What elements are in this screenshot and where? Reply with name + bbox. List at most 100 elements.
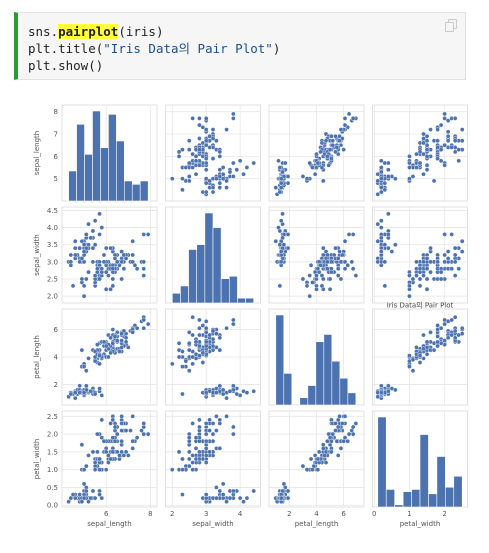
scatter-point xyxy=(329,259,334,265)
scatter-point xyxy=(234,391,240,397)
y-axis-label: sepal_length xyxy=(33,131,41,175)
scatter-point xyxy=(134,435,140,440)
scatter-point xyxy=(445,129,451,135)
scatter-point xyxy=(203,156,209,161)
scatter-point xyxy=(217,446,223,451)
scatter-point xyxy=(323,460,329,465)
y-tick-label: 4.0 xyxy=(47,224,58,232)
scatter-point xyxy=(449,332,454,338)
scatter-point xyxy=(244,165,250,170)
scatter-point xyxy=(108,350,113,356)
scatter-point xyxy=(103,286,109,292)
scatter-point xyxy=(203,460,209,465)
scatter-point xyxy=(190,165,195,170)
x-tick-label: 4 xyxy=(238,510,243,518)
scatter-point xyxy=(112,424,118,430)
scatter-point xyxy=(119,338,124,343)
scatter-point xyxy=(459,325,465,331)
scatter-point xyxy=(417,360,423,365)
scatter-point xyxy=(445,118,451,123)
scatter-point xyxy=(421,259,426,265)
subplot-sepal_length-vs-petal_length xyxy=(268,104,365,202)
scatter-point xyxy=(285,245,291,251)
scatter-point xyxy=(92,467,98,472)
scatter-point xyxy=(108,421,113,426)
scatter-point xyxy=(329,449,334,455)
scatter-point xyxy=(106,453,111,458)
scatter-point xyxy=(99,435,105,440)
scatter-point xyxy=(99,225,105,230)
scatter-point xyxy=(325,266,330,272)
scatter-point xyxy=(435,259,440,265)
scatter-point xyxy=(203,446,209,451)
copy-icon[interactable] xyxy=(445,19,457,32)
scatter-point xyxy=(452,273,458,278)
scatter-point xyxy=(386,211,391,217)
x-axis-label: sepal_width xyxy=(192,520,233,528)
scatter-point xyxy=(231,160,236,166)
scatter-point xyxy=(180,364,185,369)
scatter-point xyxy=(117,349,122,354)
scatter-point xyxy=(338,127,344,132)
scatter-point xyxy=(349,259,355,265)
scatter-point xyxy=(77,492,82,497)
scatter-point xyxy=(329,156,334,161)
scatter-point xyxy=(327,286,333,292)
scatter-point xyxy=(103,269,109,275)
scatter-point xyxy=(378,225,384,230)
scatter-point xyxy=(176,340,182,346)
code-cell[interactable]: sns.pairplot(iris) plt.title("Iris Data의… xyxy=(14,12,466,80)
x-axis-label: sepal_length xyxy=(87,520,131,528)
scatter-point xyxy=(130,446,135,451)
scatter-point xyxy=(325,154,330,159)
scatter-point xyxy=(197,116,202,121)
scatter-point xyxy=(180,492,185,497)
scatter-point xyxy=(190,151,195,157)
y-tick-label: 1.5 xyxy=(47,448,58,456)
histogram-bar xyxy=(108,114,117,202)
y-tick-label: 7 xyxy=(54,131,58,139)
scatter-point xyxy=(456,147,462,152)
scatter-point xyxy=(241,171,246,177)
scatter-point xyxy=(66,499,71,504)
scatter-point xyxy=(428,245,433,251)
scatter-point xyxy=(217,383,223,389)
scatter-point xyxy=(190,354,195,360)
scatter-point xyxy=(310,467,315,472)
histogram-bar xyxy=(171,292,181,304)
scatter-point xyxy=(217,335,223,341)
scatter-point xyxy=(304,176,310,181)
scatter-point xyxy=(378,158,384,164)
scatter-point xyxy=(121,266,127,272)
histogram-bar xyxy=(339,377,349,406)
scatter-point xyxy=(220,165,226,170)
scatter-point xyxy=(84,368,89,374)
histogram-bar xyxy=(220,278,230,304)
scatter-point xyxy=(378,390,384,395)
scatter-point xyxy=(224,127,229,132)
scatter-point xyxy=(90,449,96,455)
scatter-point xyxy=(329,269,334,275)
scatter-point xyxy=(335,453,341,458)
pairplot-svg: 5 6 7 8 sepal_length 2.0 2.5 3.0 3.5 4.0 4.5 sepal_… xyxy=(33,104,468,528)
scatter-point xyxy=(84,232,89,237)
scatter-point xyxy=(414,151,419,157)
scatter-point xyxy=(342,435,348,440)
scatter-point xyxy=(114,338,120,343)
scatter-point xyxy=(424,154,430,159)
scatter-point xyxy=(141,431,147,437)
scatter-point xyxy=(244,390,250,395)
scatter-point xyxy=(318,149,323,155)
histogram-bar xyxy=(307,385,317,406)
subplot-sepal_width-vs-sepal_width xyxy=(165,206,261,304)
x-tick-label: 6 xyxy=(104,510,109,518)
scatter-point xyxy=(186,347,192,353)
scatter-point xyxy=(123,339,129,345)
scatter-point xyxy=(320,442,326,448)
scatter-point xyxy=(278,218,284,224)
scatter-point xyxy=(190,116,195,121)
scatter-point xyxy=(97,276,102,282)
scatter-point xyxy=(304,283,310,289)
scatter-point xyxy=(452,259,458,265)
scatter-point xyxy=(307,273,313,278)
